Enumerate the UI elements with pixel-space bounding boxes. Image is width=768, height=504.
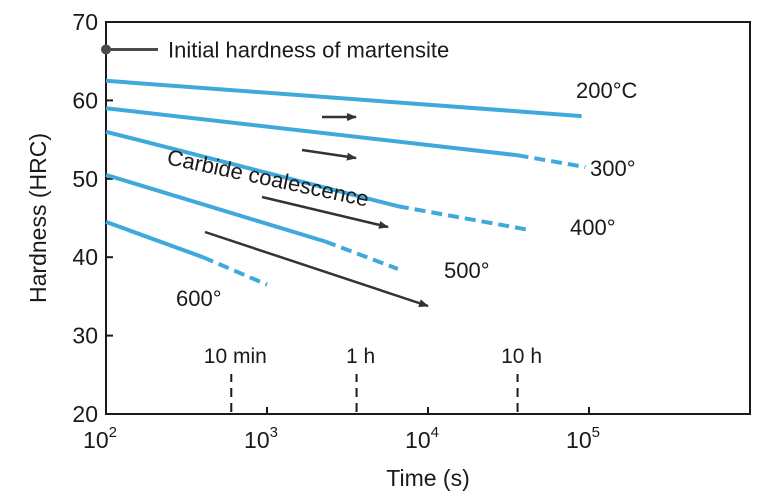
- y-tick-label: 50: [72, 166, 98, 192]
- x-tick-label: 104: [405, 424, 439, 453]
- series-line-solid: [105, 220, 204, 260]
- series-line-solid: [105, 78, 582, 119]
- trend-arrow-4: [204, 230, 429, 308]
- y-tick-label: 60: [72, 87, 98, 113]
- series-line-solid: [105, 172, 326, 244]
- y-axis: 20 30 40 50 60 70: [72, 9, 113, 427]
- time-mark-label: 1 h: [346, 345, 375, 368]
- series-line-dashed: [202, 255, 268, 287]
- x-axis-label: Time (s): [386, 465, 469, 491]
- series-lines: [105, 78, 586, 287]
- series-label: 300°: [590, 156, 636, 181]
- series-label: 200°C: [576, 78, 638, 103]
- y-tick-label: 40: [72, 244, 98, 270]
- series-label: 400°: [570, 215, 616, 240]
- trend-arrow-2: [301, 148, 357, 161]
- initial-hardness-label: Initial hardness of martensite: [168, 37, 449, 62]
- series-line-solid: [105, 129, 399, 209]
- series-line-dashed: [324, 239, 399, 271]
- trend-arrows: [204, 113, 429, 308]
- plot-area-border: [105, 21, 751, 415]
- series-label: 600°: [176, 286, 222, 311]
- x-axis: 102 103 104 105: [83, 407, 600, 453]
- y-axis-label: Hardness (HRC): [25, 133, 51, 303]
- time-mark-label: 10 h: [501, 345, 542, 368]
- x-tick-label: 103: [244, 424, 278, 453]
- y-tick-label: 70: [72, 9, 98, 35]
- series-labels: 200°C 300° 400° 500° 600°: [176, 78, 638, 311]
- y-tick-label: 30: [72, 323, 98, 349]
- plot-frame: [105, 21, 751, 415]
- trend-arrow-3: [261, 195, 389, 229]
- time-mark-label: 10 min: [204, 345, 267, 368]
- y-tick-label: 20: [72, 401, 98, 427]
- series-line-solid: [105, 106, 518, 158]
- initial-hardness-marker: Initial hardness of martensite: [101, 37, 449, 62]
- series-line-dashed: [397, 204, 529, 232]
- x-tick-label: 102: [83, 424, 117, 453]
- x-tick-label: 105: [566, 424, 600, 453]
- series-label: 500°: [444, 258, 490, 283]
- time-marks: 10 min 1 h 10 h: [204, 345, 542, 412]
- series-line-dashed: [517, 153, 586, 170]
